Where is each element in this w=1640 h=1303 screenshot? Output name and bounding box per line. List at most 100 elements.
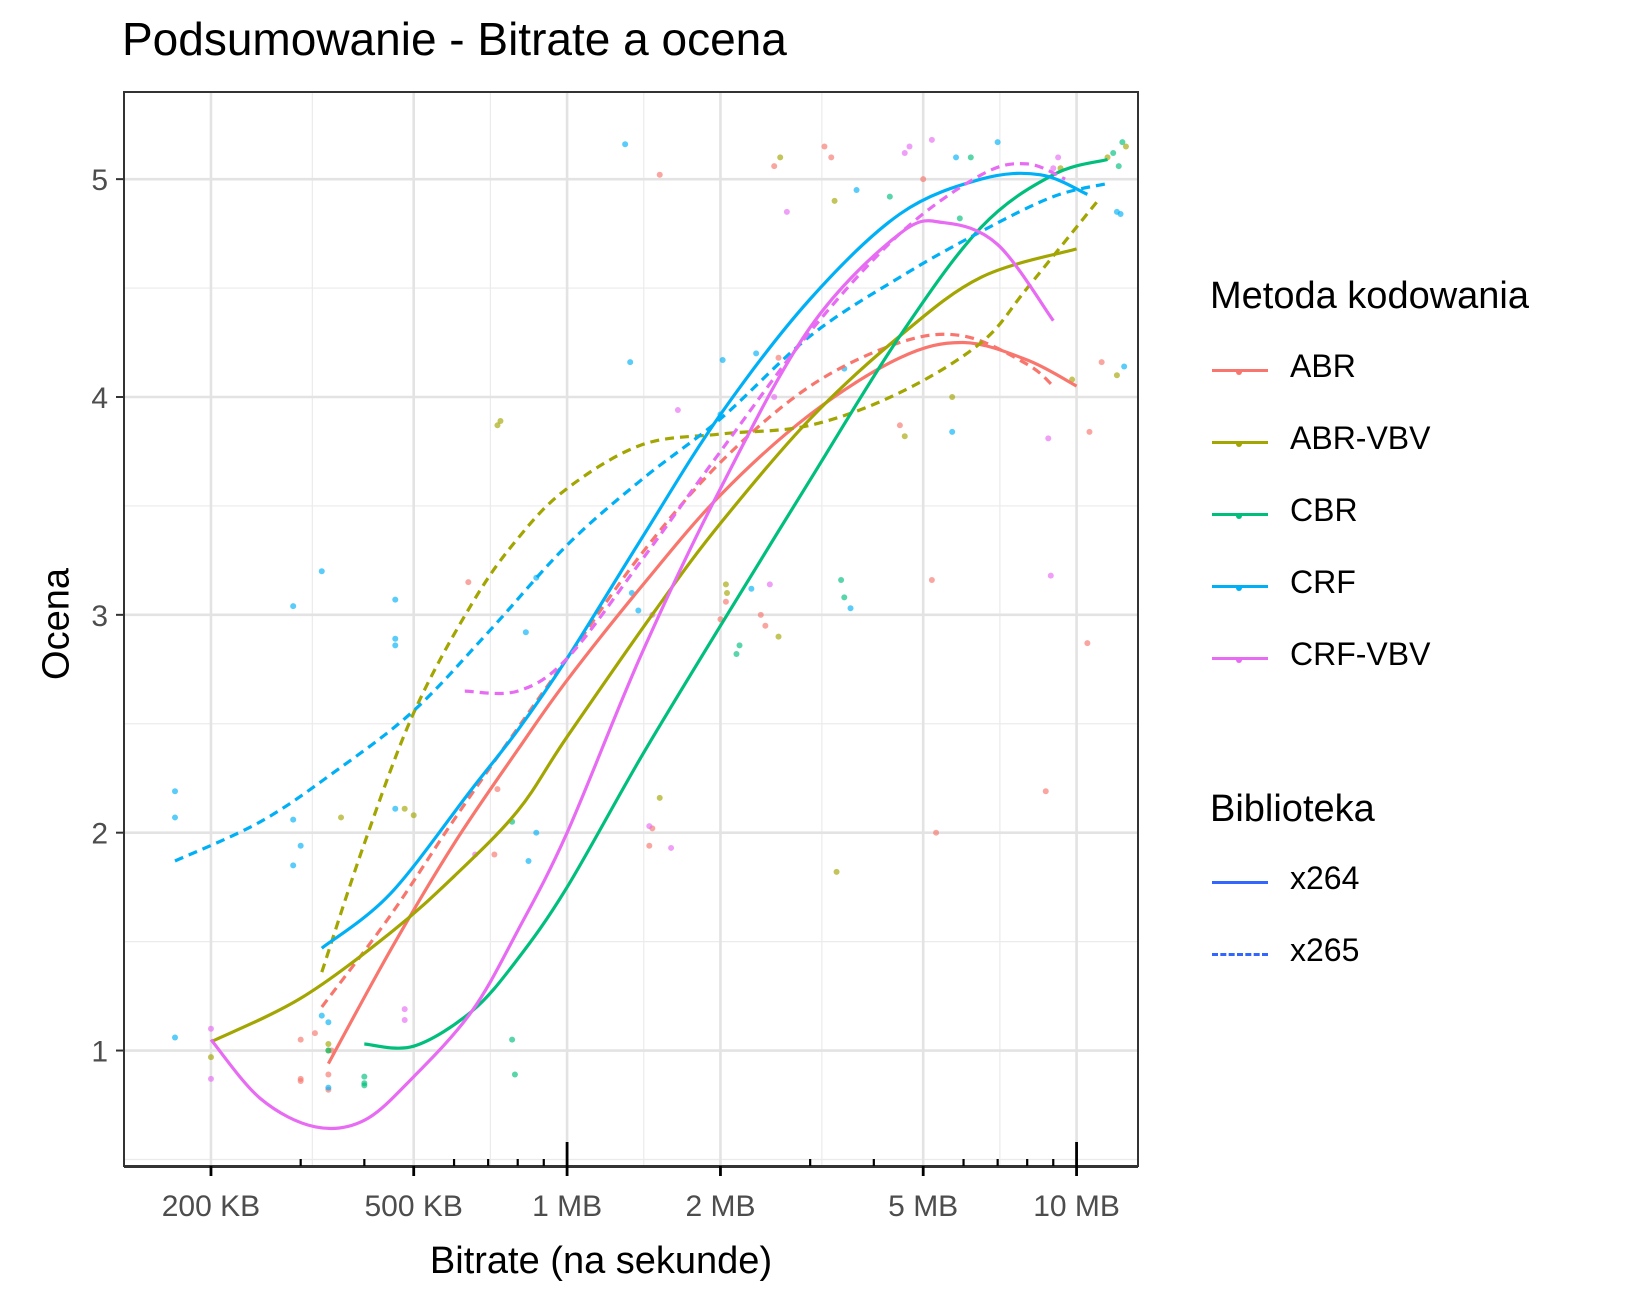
point-abr [646, 842, 653, 849]
legend-label-crf-vbv: CRF-VBV [1290, 636, 1431, 672]
point-crf [719, 356, 726, 363]
curve-crf-x265 [174, 181, 1108, 863]
legend-key-x265 [1212, 953, 1268, 956]
point-abr [775, 354, 782, 361]
point-abr [762, 622, 769, 629]
curve-crf-vbv-x265 [464, 162, 1066, 696]
smooth-curves [174, 157, 1108, 1131]
point-crf [994, 139, 1001, 146]
curve-cbr-x264 [364, 157, 1108, 1050]
legend-label-crf: CRF [1290, 564, 1356, 600]
y-tick-label: 3 [91, 600, 108, 633]
point-cbr [841, 594, 848, 601]
chart-title: Podsumowanie - Bitrate a ocena [122, 13, 787, 65]
point-crf-vbv [1050, 165, 1057, 172]
point-crf-vbv [928, 136, 935, 143]
curve-abr-x265 [320, 332, 1055, 1008]
point-abr [771, 163, 778, 170]
legend-color-title: Metoda kodowania [1210, 275, 1529, 317]
x-axis-title: Bitrate (na sekunde) [429, 1240, 773, 1282]
point-cbr [509, 1036, 516, 1043]
curve-crf-vbv-x264 [209, 219, 1055, 1131]
point-crf [1121, 363, 1128, 370]
point-crf [953, 154, 960, 161]
point-abr [1086, 428, 1093, 435]
point-abr [933, 829, 940, 836]
point-crf-vbv [906, 143, 913, 150]
legend-key-x264 [1212, 881, 1268, 884]
legend-dot-crf-vbv [1236, 657, 1242, 663]
point-abr [1098, 359, 1105, 366]
x-tick-label: 2 MB [685, 1190, 755, 1223]
point-abr [325, 1071, 332, 1078]
legend-dot-abr-vbv [1236, 441, 1242, 447]
point-abr-vbv [949, 393, 956, 400]
curve-abr-vbv-x264 [210, 247, 1078, 1044]
point-crf [392, 596, 399, 603]
point-crf [753, 350, 760, 357]
point-crf [318, 1012, 325, 1019]
point-crf-vbv [674, 407, 681, 414]
point-abr-vbv [410, 812, 417, 819]
point-crf-vbv [646, 823, 653, 830]
legend-linetype-title: Biblioteka [1210, 788, 1375, 830]
legend-item-abr-vbv: ABR-VBV [1210, 420, 1610, 462]
legend-item-x264: x264 [1210, 860, 1610, 902]
point-abr-vbv [207, 1054, 214, 1061]
point-crf-vbv [668, 844, 675, 851]
y-tick-label: 4 [91, 382, 108, 415]
point-abr [656, 171, 663, 178]
axes: 200 KB 500 KB 1 MB 2 MB 5 MB 10 MB 1 2 3 4 5 [91, 164, 1138, 1223]
point-abr-vbv [497, 417, 504, 424]
point-crf [290, 862, 297, 869]
point-abr [828, 154, 835, 161]
point-crf-vbv [783, 208, 790, 215]
point-crf [853, 187, 860, 194]
point-crf [172, 814, 179, 821]
x-tick-label: 200 KB [162, 1190, 260, 1223]
point-cbr [1110, 149, 1117, 156]
point-crf [533, 829, 540, 836]
x-tick-label: 10 MB [1033, 1190, 1120, 1223]
point-abr [491, 851, 498, 858]
point-abr-vbv [722, 581, 729, 588]
point-crf [172, 788, 179, 795]
point-crf [392, 635, 399, 642]
legend-item-x265: x265 [1210, 932, 1610, 974]
plot-panel-border [123, 91, 1139, 1167]
legend-key-cbr [1212, 513, 1268, 519]
x-tick-label: 5 MB [888, 1190, 958, 1223]
point-crf [1117, 210, 1124, 217]
point-crf [290, 603, 297, 610]
point-abr [494, 786, 501, 793]
point-abr [722, 598, 729, 605]
x-tick-label: 500 KB [365, 1190, 463, 1223]
legend-item-cbr: CBR [1210, 492, 1610, 534]
legend-key-crf-vbv [1212, 657, 1268, 663]
point-crf-vbv [766, 581, 773, 588]
y-tick-label: 5 [91, 164, 108, 197]
point-crf-vbv [1045, 435, 1052, 442]
point-crf-vbv [207, 1075, 214, 1082]
point-cbr [736, 642, 743, 649]
legend-key-crf [1212, 585, 1268, 591]
point-crf-vbv [401, 1006, 408, 1013]
point-abr [297, 1078, 304, 1085]
point-crf [949, 428, 956, 435]
point-abr-vbv [1122, 143, 1129, 150]
point-abr-vbv [338, 814, 345, 821]
point-abr [821, 143, 828, 150]
legend-dot-crf [1236, 585, 1242, 591]
point-crf [847, 605, 854, 612]
point-abr-vbv [901, 433, 908, 440]
point-abr-vbv [401, 805, 408, 812]
point-abr [297, 1036, 304, 1043]
point-crf [290, 816, 297, 823]
legend-item-abr: ABR [1210, 348, 1610, 390]
point-abr [465, 579, 472, 586]
curve-abr-vbv-x265 [320, 199, 1099, 973]
point-cbr [1119, 139, 1126, 146]
legend-label-x265: x265 [1290, 932, 1360, 968]
point-cbr [886, 193, 893, 200]
point-crf [392, 642, 399, 649]
